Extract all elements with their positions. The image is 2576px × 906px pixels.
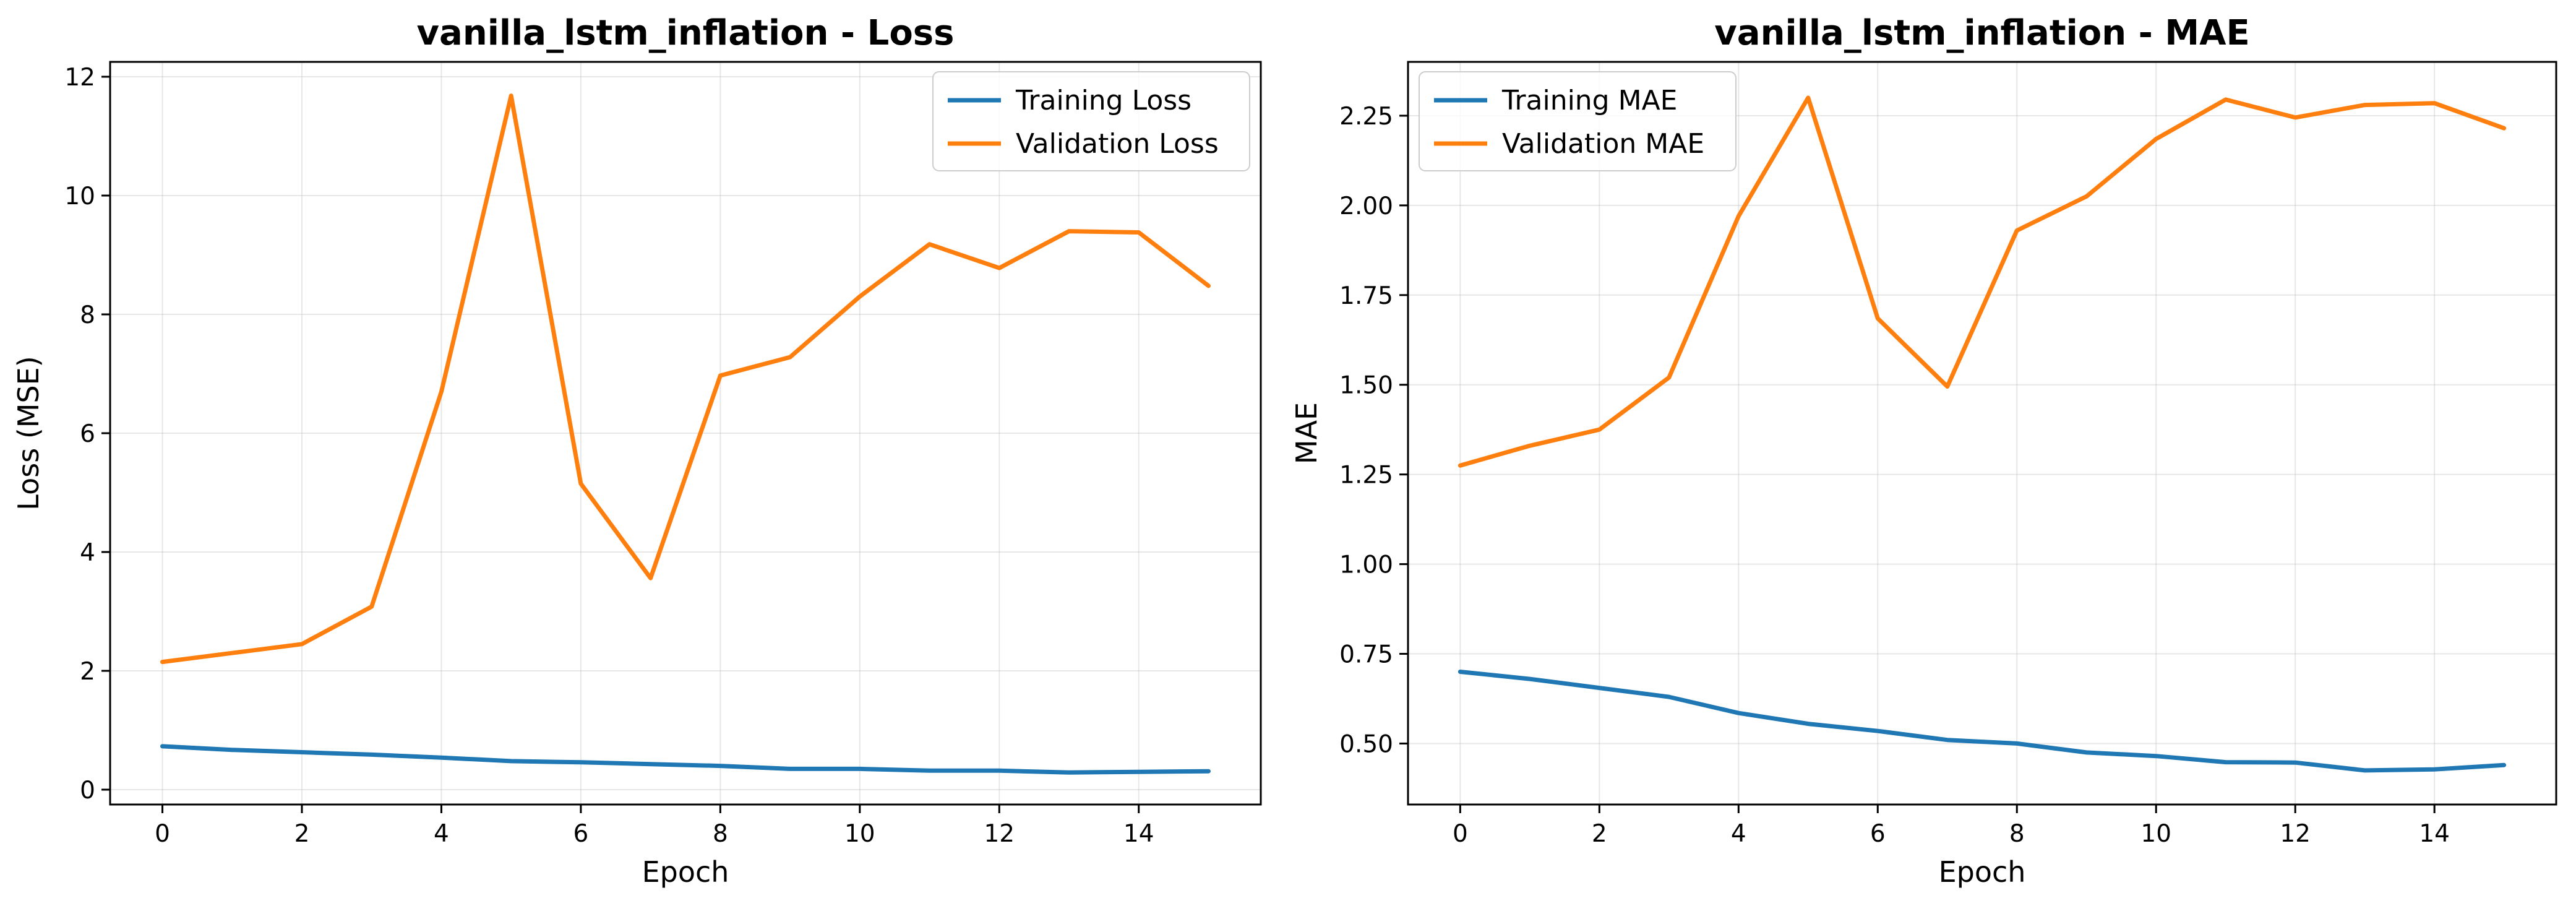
mae-x-tick-label: 0 xyxy=(1453,820,1468,848)
loss-y-tick-label: 4 xyxy=(80,539,95,567)
loss-x-tick-label: 6 xyxy=(573,820,588,848)
loss-chart: vanilla_lstm_inflation - Loss 0 2 4 6 8 10 12 1… xyxy=(12,13,1262,889)
mae-x-axis-label: Epoch xyxy=(1939,855,2026,889)
mae-series-line-training xyxy=(1458,670,2507,773)
mae-x-tick-label: 6 xyxy=(1870,820,1886,848)
mae-y-tick-label: 0.50 xyxy=(1339,730,1393,758)
loss-x-axis-label: Epoch xyxy=(642,855,729,889)
loss-legend-label: Validation Loss xyxy=(1016,128,1219,160)
mae-y-axis-label: MAE xyxy=(1290,402,1323,464)
mae-series-line-validation xyxy=(1458,95,2507,468)
mae-y-tick-label: 2.00 xyxy=(1339,192,1393,220)
mae-y-tick-label: 1.75 xyxy=(1339,282,1393,310)
loss-x-tick-label: 8 xyxy=(713,820,728,848)
mae-x-tick-label: 12 xyxy=(2280,820,2311,848)
loss-series-line-validation xyxy=(160,93,1211,665)
loss-x-tick-label: 4 xyxy=(434,820,449,848)
loss-x-tick-label: 10 xyxy=(844,820,875,848)
mae-y-tick-label: 1.25 xyxy=(1339,462,1393,490)
mae-x-tick-label: 8 xyxy=(2009,820,2025,848)
mae-axes-frame xyxy=(1407,61,2557,806)
loss-y-tick-label: 2 xyxy=(80,658,95,686)
loss-legend: Training Loss Validation Loss xyxy=(932,71,1250,171)
mae-chart-title: vanilla_lstm_inflation - MAE xyxy=(1714,13,2249,53)
mae-x-tick-label: 14 xyxy=(2419,820,2450,848)
mae-y-tick-label: 1.50 xyxy=(1339,372,1393,400)
loss-x-tick-label: 0 xyxy=(155,820,170,848)
mae-x-tick-label: 4 xyxy=(1731,820,1746,848)
loss-y-tick-label: 0 xyxy=(80,777,95,805)
mae-chart: vanilla_lstm_inflation - MAE 0 2 4 6 8 10 12 14… xyxy=(1290,13,2557,889)
loss-y-tick-label: 8 xyxy=(80,301,95,329)
loss-series-line-training xyxy=(160,744,1211,775)
loss-chart-title: vanilla_lstm_inflation - Loss xyxy=(417,13,955,53)
mae-x-tick-label: 10 xyxy=(2140,820,2171,848)
mae-x-tick-label: 2 xyxy=(1592,820,1607,848)
loss-y-axis-label: Loss (MSE) xyxy=(12,356,45,510)
mae-y-tick-label: 2.25 xyxy=(1339,103,1393,131)
mae-y-tick-label: 0.75 xyxy=(1339,641,1393,669)
loss-y-tick-label: 10 xyxy=(64,183,95,210)
loss-x-tick-label: 12 xyxy=(984,820,1015,848)
mae-legend-label: Validation MAE xyxy=(1502,128,1704,160)
loss-x-tick-label: 14 xyxy=(1123,820,1154,848)
loss-x-tick-label: 2 xyxy=(294,820,310,848)
loss-legend-label: Training Loss xyxy=(1015,85,1191,116)
loss-y-tick-label: 12 xyxy=(64,64,95,92)
mae-legend-label: Training MAE xyxy=(1501,85,1677,116)
loss-legend-box xyxy=(932,71,1250,171)
mae-legend: Training MAE Validation MAE xyxy=(1419,71,1737,171)
loss-y-tick-label: 6 xyxy=(80,420,95,448)
mae-y-tick-label: 1.00 xyxy=(1339,551,1393,579)
mae-legend-box xyxy=(1419,71,1737,171)
